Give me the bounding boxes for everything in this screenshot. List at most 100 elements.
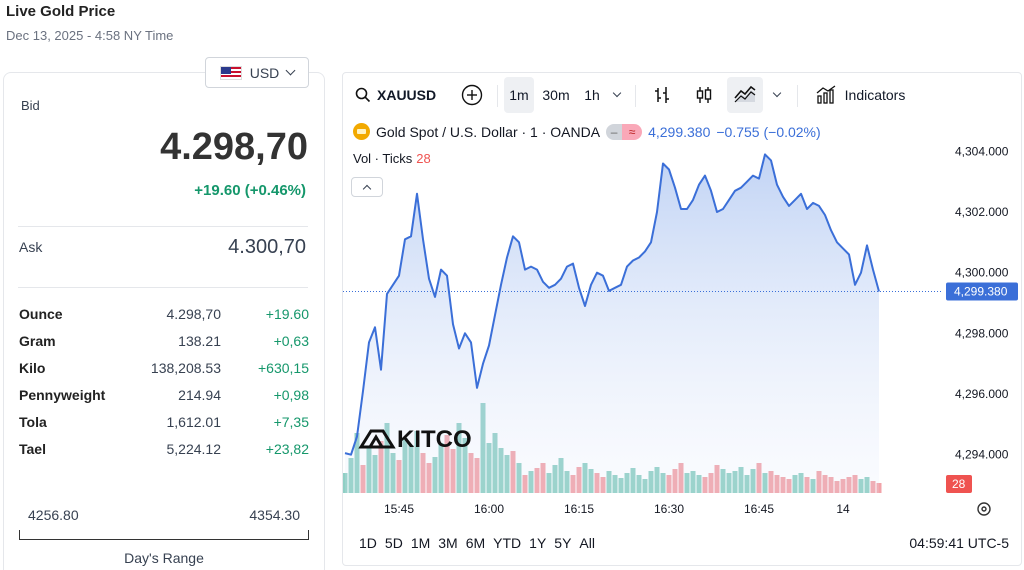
quote-panel xyxy=(3,72,325,570)
toolbar-separator xyxy=(797,85,798,107)
time-tick-label: 15:45 xyxy=(384,502,414,516)
market-status-pill: – ≈ xyxy=(606,123,643,140)
bid-value: 4.298,70 xyxy=(160,126,308,168)
unit-price: 1,612.01 xyxy=(166,414,222,430)
divider xyxy=(18,226,308,227)
kitco-logo-text: KITCO xyxy=(397,426,472,453)
chart-clock: 04:59:41 UTC-5 xyxy=(909,535,1009,551)
unit-row-ounce: Ounce 4.298,70 +19.60 xyxy=(19,306,309,333)
unit-price: 4.298,70 xyxy=(166,306,222,322)
area-chart-icon xyxy=(734,85,756,103)
range-tab-ytd[interactable]: YTD xyxy=(493,535,522,551)
time-tick-label: 16:15 xyxy=(564,502,594,516)
pill-right: ≈ xyxy=(622,123,643,140)
symbol-label: XAUUSD xyxy=(377,87,437,103)
unit-price-table: Ounce 4.298,70 +19.60 Gram 138.21 +0,63 Kilo 13… xyxy=(19,306,309,468)
range-tab-3m[interactable]: 3M xyxy=(438,535,458,551)
unit-row-pennyweight: Pennyweight 214.94 +0,98 xyxy=(19,387,309,414)
unit-row-tola: Tola 1,612.01 +7,35 xyxy=(19,414,309,441)
unit-change: +23,82 xyxy=(265,441,309,457)
range-tab-5d[interactable]: 5D xyxy=(384,535,403,551)
pill-left: – xyxy=(606,123,623,140)
unit-name: Kilo xyxy=(19,360,46,376)
unit-name: Tola xyxy=(19,414,47,430)
range-tab-1y[interactable]: 1Y xyxy=(529,535,547,551)
currency-select[interactable]: USD xyxy=(205,57,309,88)
unit-row-gram: Gram 138.21 +0,63 xyxy=(19,333,309,360)
range-tab-6m[interactable]: 6M xyxy=(465,535,486,551)
days-range-high: 4354.30 xyxy=(249,507,300,523)
compare-button[interactable] xyxy=(455,77,489,113)
range-tabs: 1D 5D 1M 3M 6M YTD 1Y 5Y All xyxy=(357,535,601,551)
price-tick-label: 4,296.000 xyxy=(955,387,1009,401)
chart-legend: Gold Spot / U.S. Dollar · 1 · OANDA – ≈ … xyxy=(353,123,821,140)
unit-name: Ounce xyxy=(19,306,63,322)
unit-change: +7,35 xyxy=(273,414,309,430)
gear-ring xyxy=(977,502,991,516)
volume-legend-value: 28 xyxy=(416,151,431,166)
time-tick-label: 16:00 xyxy=(474,502,504,516)
ask-label: Ask xyxy=(19,239,43,255)
price-tick-label: 4,304.000 xyxy=(955,144,1009,158)
price-tick-label: 4,298.000 xyxy=(955,326,1009,340)
page-title: Live Gold Price xyxy=(6,3,116,20)
unit-name: Gram xyxy=(19,333,56,349)
unit-price: 5,224.12 xyxy=(166,441,222,457)
price-tick-label: 4,294.000 xyxy=(955,448,1009,462)
price-area xyxy=(345,154,879,493)
unit-name: Tael xyxy=(19,441,46,457)
volume-badge xyxy=(946,475,972,493)
time-tick-label: 14 xyxy=(836,502,850,516)
days-range-label: Day's Range xyxy=(124,550,204,566)
days-range-bar xyxy=(19,530,309,540)
area-chart-type-button[interactable] xyxy=(727,77,763,113)
toolbar-separator xyxy=(635,85,636,107)
last-price-label: 4,299.380 xyxy=(954,284,1008,298)
kitco-logo-mark-inner xyxy=(368,434,384,448)
unit-price: 214.94 xyxy=(178,387,221,403)
unit-change: +0,63 xyxy=(273,333,309,349)
unit-change: +19.60 xyxy=(265,306,309,322)
interval-label: 1m xyxy=(509,87,529,103)
unit-name: Pennyweight xyxy=(19,387,106,403)
plus-circle-icon xyxy=(461,84,483,106)
candles-chart-type-button[interactable] xyxy=(689,77,719,113)
bar-chart-type-button[interactable] xyxy=(647,77,677,113)
interval-1m[interactable]: 1m xyxy=(504,77,534,113)
symbol-search[interactable]: XAUUSD xyxy=(351,77,441,113)
bid-change: +19.60 (+0.46%) xyxy=(194,182,306,199)
range-tab-all[interactable]: All xyxy=(579,535,595,551)
series-title: Gold Spot / U.S. Dollar · 1 · OANDA xyxy=(376,123,601,140)
indicators-icon xyxy=(816,85,836,104)
volume-badge-label: 28 xyxy=(952,477,966,491)
time-tick-label: 16:30 xyxy=(654,502,684,516)
price-chart[interactable]: 4,304.000 4,302.000 4,300.000 4,298.000 4,29… xyxy=(343,73,1023,567)
price-line xyxy=(344,153,880,456)
gear-core xyxy=(981,506,987,512)
gold-bar-icon xyxy=(353,123,370,140)
indicators-button[interactable]: Indicators xyxy=(807,77,913,113)
range-tab-1d[interactable]: 1D xyxy=(359,535,377,551)
interval-1h[interactable]: 1h xyxy=(579,77,605,113)
kitco-logo: KITCO xyxy=(358,426,472,453)
unit-row-kilo: Kilo 138,208.53 +630,15 xyxy=(19,360,309,387)
range-tab-5y[interactable]: 5Y xyxy=(554,535,572,551)
interval-label: 1h xyxy=(584,87,600,103)
interval-30m[interactable]: 30m xyxy=(537,77,575,113)
currency-label: USD xyxy=(249,64,280,81)
bid-label: Bid xyxy=(21,98,40,113)
indicators-label: Indicators xyxy=(844,87,906,103)
search-icon xyxy=(355,87,371,103)
price-tick-label: 4,302.000 xyxy=(955,205,1009,219)
days-range-low: 4256.80 xyxy=(28,507,79,523)
unit-price: 138,208.53 xyxy=(150,360,221,376)
legend-change: −0.755 (−0.02%) xyxy=(716,123,821,140)
volume-legend: Vol · Ticks 28 xyxy=(353,151,431,166)
range-tab-1m[interactable]: 1M xyxy=(410,535,431,551)
interval-label: 30m xyxy=(542,87,570,103)
settings-gear-icon xyxy=(977,502,991,516)
collapse-legend-button[interactable] xyxy=(351,177,383,197)
ohlc-bars-icon xyxy=(655,87,669,103)
chevron-down-icon xyxy=(285,65,296,76)
unit-change: +630,15 xyxy=(258,360,309,376)
